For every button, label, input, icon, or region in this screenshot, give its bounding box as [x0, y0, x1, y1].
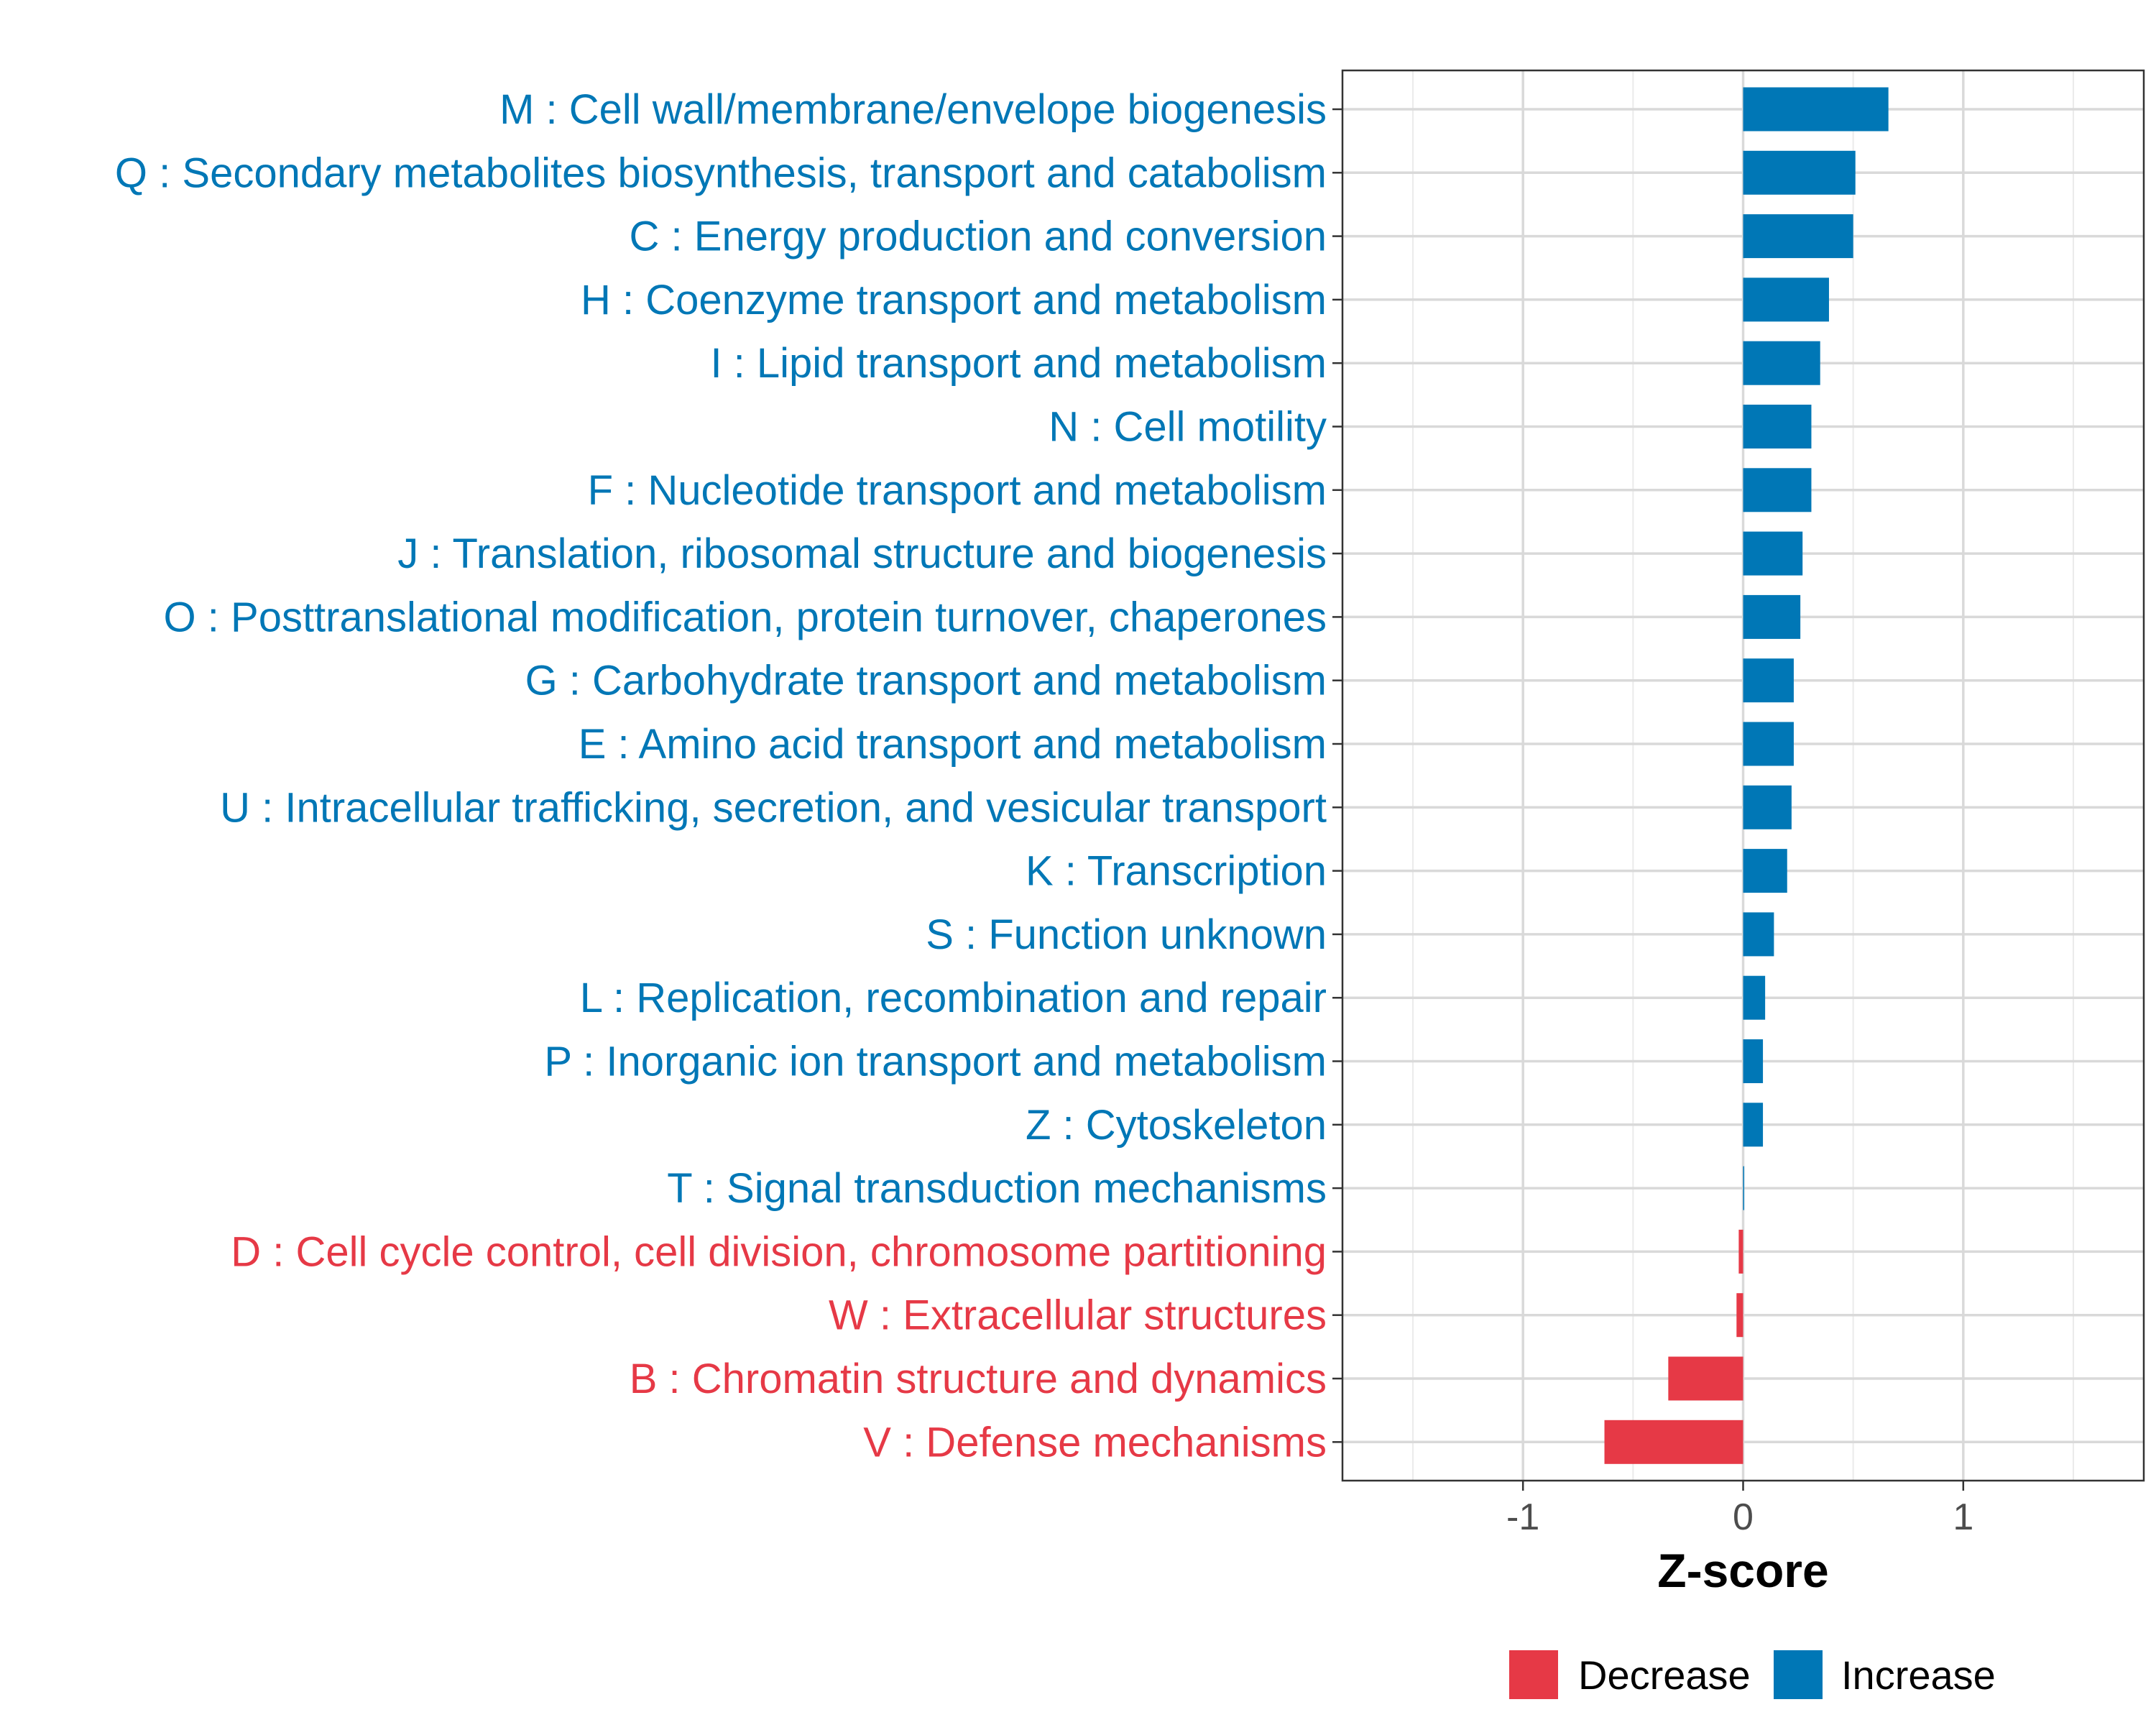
legend-label: Increase — [1841, 1652, 1996, 1698]
bar — [1743, 214, 1853, 259]
category-label: I : Lipid transport and metabolism — [710, 340, 1327, 387]
bar — [1743, 1166, 1745, 1210]
category-label: D : Cell cycle control, cell division, c… — [231, 1228, 1327, 1275]
category-label: L : Replication, recombination and repai… — [580, 975, 1327, 1021]
category-label: G : Carbohydrate transport and metabolis… — [525, 658, 1327, 704]
category-label: E : Amino acid transport and metabolism — [579, 721, 1327, 768]
bar — [1743, 975, 1766, 1020]
category-label: N : Cell motility — [1049, 404, 1327, 451]
category-label: F : Nucleotide transport and metabolism — [588, 467, 1327, 514]
bar — [1743, 849, 1787, 893]
category-label: O : Posttranslational modification, prot… — [164, 594, 1327, 640]
bar — [1743, 1039, 1764, 1083]
category-label: Z : Cytoskeleton — [1026, 1102, 1327, 1149]
y-axis-category-labels: M : Cell wall/membrane/envelope biogenes… — [115, 86, 1327, 1466]
bar — [1743, 277, 1829, 322]
bar — [1743, 912, 1774, 957]
category-label: W : Extracellular structures — [829, 1292, 1327, 1339]
bar — [1743, 468, 1812, 512]
category-label: J : Translation, ribosomal structure and… — [397, 530, 1327, 577]
legend-swatch — [1774, 1650, 1823, 1699]
bar-layer — [1604, 87, 1889, 1464]
bar — [1743, 405, 1812, 448]
x-tick-label: 0 — [1733, 1496, 1754, 1538]
category-label: T : Signal transduction mechanisms — [667, 1165, 1327, 1212]
bar — [1736, 1293, 1743, 1338]
category-label: K : Transcription — [1026, 848, 1327, 895]
bar — [1668, 1356, 1743, 1401]
category-label: S : Function unknown — [926, 911, 1327, 958]
legend: Decrease Increase — [1509, 1650, 1996, 1699]
bar — [1743, 722, 1794, 766]
category-label: H : Coenzyme transport and metabolism — [581, 277, 1327, 323]
bar — [1743, 658, 1794, 703]
x-axis-ticks: -1 0 1 — [1506, 1481, 1973, 1538]
bar — [1604, 1420, 1743, 1464]
category-label: B : Chromatin structure and dynamics — [630, 1356, 1327, 1402]
x-tick-label: -1 — [1506, 1496, 1539, 1538]
category-label: V : Defense mechanisms — [863, 1419, 1327, 1466]
category-label: M : Cell wall/membrane/envelope biogenes… — [499, 86, 1327, 133]
x-tick-label: 1 — [1953, 1496, 1973, 1538]
legend-label: Decrease — [1578, 1652, 1751, 1698]
category-label: P : Inorganic ion transport and metaboli… — [544, 1039, 1327, 1085]
bar — [1743, 341, 1820, 385]
bar — [1743, 1103, 1764, 1147]
bar — [1743, 531, 1803, 576]
category-label: Q : Secondary metabolites biosynthesis, … — [115, 150, 1327, 196]
legend-swatch — [1509, 1650, 1558, 1699]
bar — [1738, 1229, 1743, 1274]
category-label: U : Intracellular trafficking, secretion… — [220, 784, 1327, 831]
bar — [1743, 87, 1889, 132]
category-label: C : Energy production and conversion — [630, 213, 1327, 260]
bar — [1743, 785, 1792, 829]
y-axis-ticks — [1332, 108, 1342, 1443]
bar — [1743, 150, 1856, 195]
x-axis-title: Z-score — [1657, 1544, 1828, 1597]
bar — [1743, 594, 1801, 639]
